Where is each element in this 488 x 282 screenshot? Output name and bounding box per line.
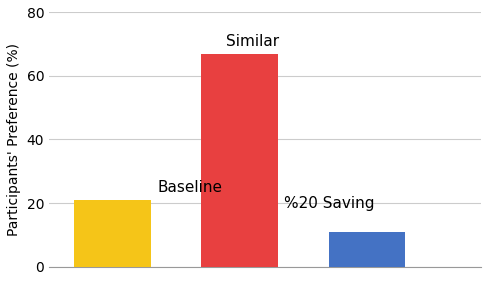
Bar bbox=[328, 232, 405, 266]
Text: Similar: Similar bbox=[226, 34, 279, 49]
Bar bbox=[74, 200, 151, 266]
Text: %20 Saving: %20 Saving bbox=[284, 195, 375, 211]
Text: Baseline: Baseline bbox=[157, 180, 222, 195]
Bar bbox=[202, 54, 278, 266]
Y-axis label: Participants' Preference (%): Participants' Preference (%) bbox=[7, 43, 21, 236]
